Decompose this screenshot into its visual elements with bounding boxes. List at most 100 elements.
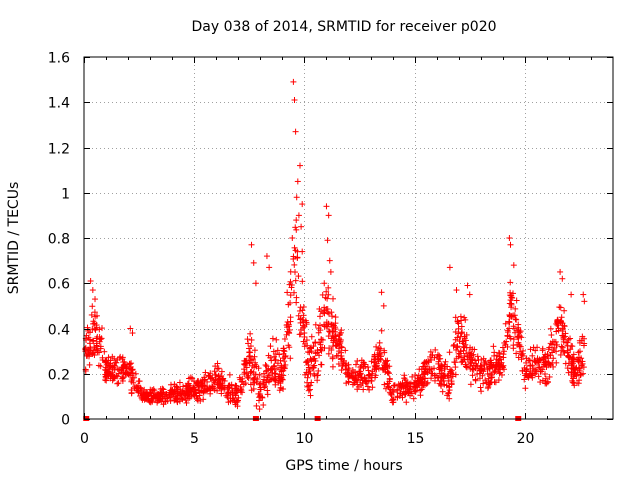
data-point [439, 363, 446, 370]
data-point [117, 353, 124, 360]
data-point [300, 338, 307, 345]
data-point [575, 349, 582, 356]
data-point [568, 371, 575, 378]
data-point [287, 292, 294, 299]
data-point [295, 273, 302, 280]
data-point [326, 329, 333, 336]
data-point [403, 399, 410, 406]
data-point [330, 337, 337, 344]
data-point [173, 383, 180, 390]
data-point [478, 356, 485, 363]
data-point [272, 378, 279, 385]
data-point [529, 352, 536, 359]
data-point [250, 375, 257, 382]
data-point [86, 361, 93, 368]
data-point [398, 383, 405, 390]
data-point [89, 337, 96, 344]
data-point [570, 351, 577, 358]
data-point [332, 342, 339, 349]
data-point [167, 397, 174, 404]
data-point [95, 349, 102, 356]
data-point [510, 262, 517, 269]
data-point [539, 377, 546, 384]
data-point [451, 359, 458, 366]
data-point [452, 328, 459, 335]
data-point [292, 128, 299, 135]
data-point [291, 289, 298, 296]
data-point [292, 277, 299, 284]
data-point [366, 386, 373, 393]
data-point [405, 389, 412, 396]
data-point [407, 386, 414, 393]
data-point [350, 368, 357, 375]
data-point [226, 382, 233, 389]
data-point [526, 357, 533, 364]
data-point [437, 355, 444, 362]
data-point [477, 364, 484, 371]
data-point [438, 382, 445, 389]
data-point [369, 368, 376, 375]
data-point [460, 343, 467, 350]
data-point [329, 313, 336, 320]
data-point [382, 358, 389, 365]
data-point [383, 362, 390, 369]
data-point [140, 394, 147, 401]
data-point [394, 386, 401, 393]
data-point [166, 394, 173, 401]
data-point [114, 380, 121, 387]
x-tick-label: 15 [407, 431, 425, 447]
data-point [338, 343, 345, 350]
data-point [308, 333, 315, 340]
data-point [317, 327, 324, 334]
data-point [577, 365, 584, 372]
data-point [561, 307, 568, 314]
data-point [507, 279, 514, 286]
y-tick-label: 1.4 [48, 96, 70, 112]
data-point [458, 323, 465, 330]
data-point [285, 321, 292, 328]
data-point [303, 337, 310, 344]
data-point [495, 360, 502, 367]
data-point [186, 375, 193, 382]
data-point [357, 370, 364, 377]
data-point [378, 289, 385, 296]
data-point [497, 369, 504, 376]
y-tick-label: 1.6 [48, 51, 70, 67]
data-point [299, 248, 306, 255]
data-point [291, 96, 298, 103]
data-point [345, 374, 352, 381]
data-point [507, 297, 514, 304]
data-point [242, 380, 249, 387]
data-point [461, 314, 468, 321]
data-point [210, 377, 217, 384]
data-point [579, 333, 586, 340]
data-point [298, 327, 305, 334]
data-point [559, 326, 566, 333]
data-point [315, 367, 322, 374]
data-point [390, 389, 397, 396]
data-point [546, 373, 553, 380]
data-point [215, 365, 222, 372]
data-point [265, 372, 272, 379]
x-tick-label: 20 [517, 431, 535, 447]
data-point [184, 389, 191, 396]
data-point [546, 344, 553, 351]
data-point [387, 390, 394, 397]
data-point [316, 305, 323, 312]
data-point [567, 335, 574, 342]
data-point [281, 335, 288, 342]
data-point [300, 312, 307, 319]
data-point [448, 367, 455, 374]
data-point [513, 350, 520, 357]
data-point [506, 319, 513, 326]
data-point [352, 377, 359, 384]
data-point [84, 351, 91, 358]
data-point [552, 338, 559, 345]
data-point [128, 378, 135, 385]
data-point [111, 364, 118, 371]
data-point [384, 357, 391, 364]
data-point [268, 357, 275, 364]
data-point [547, 352, 554, 359]
data-point [557, 317, 564, 324]
